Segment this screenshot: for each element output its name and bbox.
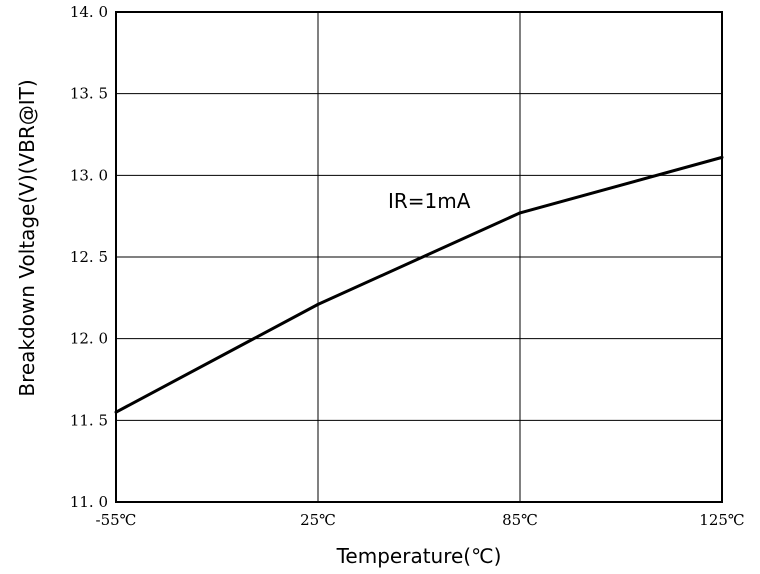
- x-tick-label: 85℃: [502, 511, 538, 529]
- x-axis-title: Temperature(℃): [336, 544, 502, 568]
- data-point: [518, 211, 522, 215]
- data-point: [720, 155, 724, 159]
- y-tick-label: 12. 5: [70, 248, 108, 266]
- y-tick-label: 11. 5: [70, 411, 108, 429]
- y-tick-labels: 11. 0 11. 5 12. 0 12. 5 13. 0 13. 5 14. 0: [70, 3, 108, 511]
- y-axis-title: Breakdown Voltage(V)(VBR@IT): [15, 79, 39, 396]
- series-layer: [114, 155, 724, 414]
- x-tick-label: -55℃: [96, 511, 137, 529]
- plot-frame: [115, 11, 723, 503]
- y-tick-label: 13. 5: [70, 85, 108, 103]
- series-line: [115, 155, 723, 414]
- data-point: [114, 410, 118, 414]
- y-tick-label: 11. 0: [70, 493, 108, 511]
- y-tick-label: 14. 0: [70, 3, 108, 21]
- data-point: [316, 302, 320, 306]
- x-tick-label: 25℃: [300, 511, 336, 529]
- x-tick-labels: -55℃ 25℃ 85℃ 125℃: [96, 511, 745, 529]
- y-tick-label: 13. 0: [70, 166, 108, 184]
- y-tick-label: 12. 0: [70, 330, 108, 348]
- x-tick-label: 125℃: [699, 511, 744, 529]
- annotation: IR=1mA: [388, 189, 471, 213]
